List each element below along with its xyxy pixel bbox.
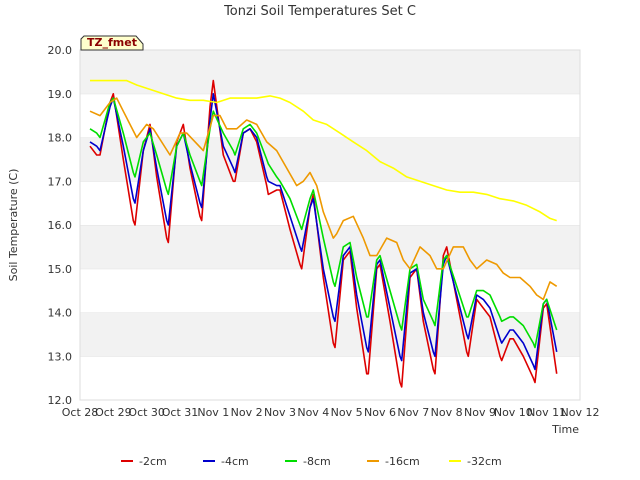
legend-label: -8cm <box>303 455 331 468</box>
x-tick-label: Nov 1 <box>197 406 229 419</box>
legend-label: -32cm <box>467 455 502 468</box>
y-tick-label: 20.0 <box>48 44 73 57</box>
legend-label: -16cm <box>385 455 420 468</box>
grid-band <box>80 268 580 313</box>
x-tick-label: Nov 4 <box>297 406 329 419</box>
x-tick-label: Oct 30 <box>128 406 165 419</box>
series-line-8cmcm <box>89 97 558 349</box>
series-line-2cmcm <box>89 79 558 388</box>
series-line-16cmcm <box>89 97 558 301</box>
x-tick-label: Nov 5 <box>331 406 363 419</box>
x-tick-label: Nov 8 <box>431 406 463 419</box>
y-tick-label: 15.0 <box>48 263 73 276</box>
x-tick-label: Nov 3 <box>264 406 296 419</box>
y-axis-label: Soil Temperature (C) <box>7 169 20 282</box>
y-tick-label: 16.0 <box>48 219 73 232</box>
grid-band <box>80 50 580 94</box>
x-tick-label: Nov 12 <box>561 406 600 419</box>
y-tick-label: 18.0 <box>48 132 73 145</box>
chart-title: Tonzi Soil Temperatures Set C <box>223 4 416 19</box>
annotation-badge-text: TZ_fmet <box>87 36 137 49</box>
grid-band <box>80 93 580 138</box>
annotation-badge: TZ_fmet <box>80 35 144 51</box>
x-tick-label: Nov 7 <box>397 406 429 419</box>
x-tick-label: Nov 9 <box>464 406 496 419</box>
grid-band <box>80 356 580 400</box>
x-tick-label: Nov 2 <box>231 406 263 419</box>
legend-label: -2cm <box>139 455 167 468</box>
y-tick-label: 19.0 <box>48 88 73 101</box>
x-tick-label: Nov 10 <box>494 406 533 419</box>
y-axis: 12.0 13.0 14.0 15.0 16.0 17.0 18.0 19.0 20.0 <box>48 44 73 407</box>
y-tick-label: 13.0 <box>48 350 73 363</box>
background-bands <box>80 49 580 400</box>
y-tick-label: 12.0 <box>48 394 73 407</box>
legend: -2cm -4cm -8cm -16cm -32cm <box>121 455 502 468</box>
grid-band <box>80 225 580 269</box>
x-tick-label: Oct 29 <box>95 406 132 419</box>
grid-band <box>80 181 580 225</box>
x-tick-label: Oct 28 <box>62 406 99 419</box>
plot-frame <box>79 49 581 401</box>
series-line-32cmcm <box>90 79 557 222</box>
y-tick-label: 14.0 <box>48 307 73 320</box>
x-tick-label: Oct 31 <box>162 406 199 419</box>
x-axis-label: Time <box>551 423 579 436</box>
x-tick-label: Nov 6 <box>364 406 396 419</box>
legend-label: -4cm <box>221 455 249 468</box>
x-tick-label: Nov 11 <box>527 406 566 419</box>
annotation-badge-box <box>80 35 144 51</box>
y-tick-label: 17.0 <box>48 175 73 188</box>
series-lines <box>89 79 558 388</box>
series-line-4cmcm <box>89 93 558 371</box>
